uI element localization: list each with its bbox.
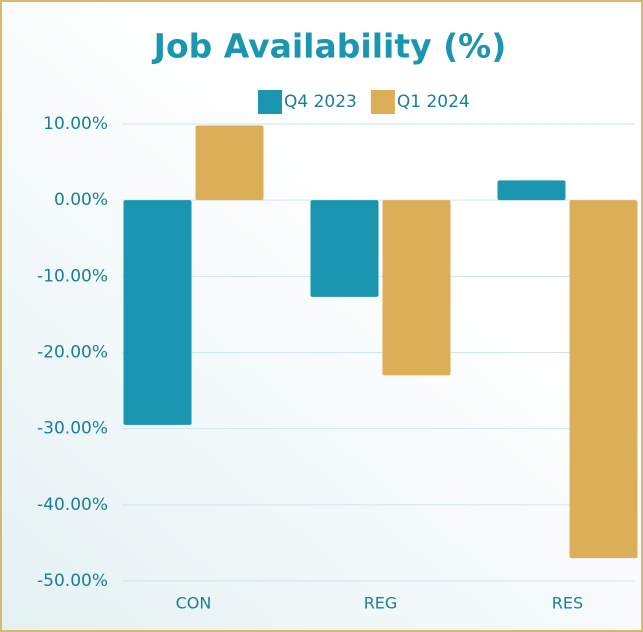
- x-tick-label: RES: [552, 594, 583, 613]
- legend-swatch: [370, 90, 395, 114]
- y-tick-label: -20.00%: [37, 343, 108, 363]
- y-tick-label: -40.00%: [37, 495, 108, 515]
- legend-label: Q1 2024: [397, 92, 470, 112]
- chart-title: Job Availability (%): [152, 27, 507, 66]
- bar: [310, 200, 379, 297]
- legend-swatch: [258, 90, 282, 114]
- bar: [195, 125, 264, 201]
- y-tick-label: -50.00%: [37, 571, 108, 591]
- x-tick-label: REG: [364, 594, 398, 613]
- x-tick-label: CON: [176, 594, 212, 613]
- legend-label: Q4 2023: [284, 92, 357, 112]
- y-tick-label: -30.00%: [37, 419, 108, 439]
- bar: [382, 200, 451, 376]
- bar: [497, 180, 566, 201]
- bar: [123, 200, 192, 425]
- y-tick-label: 0.00%: [54, 190, 108, 210]
- bar: [569, 200, 638, 559]
- y-tick-label: 10.00%: [43, 114, 108, 134]
- y-tick-label: -10.00%: [37, 266, 108, 286]
